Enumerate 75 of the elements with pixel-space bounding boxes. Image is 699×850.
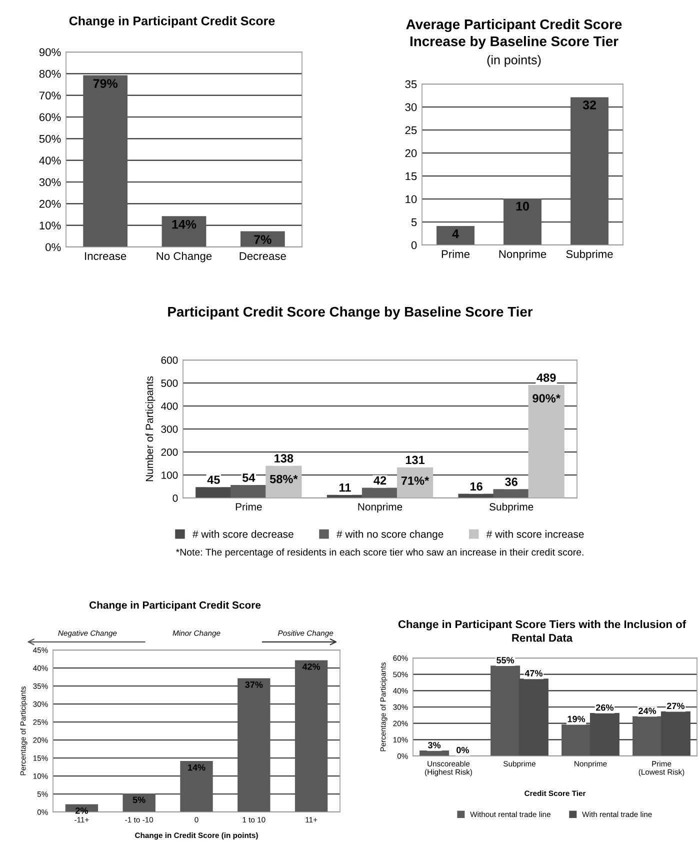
data-label: 36 — [505, 478, 518, 486]
data-label: 138 — [274, 454, 294, 463]
y-tick-label: 10 — [406, 195, 417, 204]
data-label: 54 — [242, 474, 256, 482]
data-label: 27% — [666, 702, 684, 710]
y-tick-label: 600 — [161, 356, 178, 364]
y-tick-label: 15 — [406, 172, 417, 180]
data-label: 42 — [374, 476, 386, 485]
y-tick-label: 0 — [172, 494, 178, 502]
data-label: 19% — [568, 716, 586, 722]
text: *Note: The percentage of residents in each score tier who saw an increase in their credit score. — [176, 548, 584, 558]
x-tick-label: Prime — [236, 502, 262, 511]
chart-title: Change in Participant Score Tiers with the Inclusion of Rental Data — [398, 620, 686, 642]
x-tick-label: Decrease — [240, 252, 286, 260]
y-tick-label: 200 — [161, 448, 178, 456]
data-label: 37% — [245, 681, 263, 688]
data-label: 47% — [524, 670, 542, 676]
y-tick-label: 400 — [161, 402, 178, 410]
y-tick-label: 80% — [39, 70, 61, 78]
y-tick-label: 500 — [161, 380, 178, 387]
data-label: 55% — [496, 657, 514, 664]
y-tick-label: 25 — [405, 126, 417, 134]
chart-title: Change in Participant Credit Score — [69, 16, 275, 28]
y-tick-label: 5 — [411, 218, 417, 226]
data-label: 24% — [638, 708, 656, 714]
annotation: 58%* — [270, 474, 298, 484]
y-tick-label: 40% — [39, 156, 61, 164]
data-label: 0% — [456, 746, 469, 754]
x-tick-label: Nonprime — [358, 502, 402, 513]
y-tick-label: 35 — [405, 80, 417, 88]
data-label: 42% — [302, 663, 320, 670]
y-tick-label: 300 — [161, 426, 178, 433]
data-label: 45 — [207, 476, 220, 484]
data-label: 131 — [406, 456, 425, 464]
annotation: 90%* — [532, 394, 560, 402]
annotation: 71%* — [401, 476, 430, 485]
data-label: 4 — [452, 229, 459, 238]
x-tick-label: Subprime — [490, 502, 534, 513]
data-label: 3% — [428, 742, 441, 748]
legend-label: # with score decrease — [192, 530, 294, 538]
x-tick-label: No Change — [156, 252, 212, 262]
y-tick-label: 30% — [39, 178, 61, 186]
y-tick-label: 0% — [46, 243, 61, 252]
data-label: 32 — [582, 100, 596, 110]
data-label: 14% — [172, 220, 196, 229]
data-label: 10 — [516, 202, 529, 211]
data-label: 7% — [254, 235, 272, 244]
data-label: 16 — [470, 482, 482, 491]
y-tick-label: 30 — [405, 103, 417, 112]
y-tick-label: 60% — [39, 113, 61, 122]
y-tick-label: 100 — [162, 472, 178, 479]
y-tick-label: 90% — [39, 48, 61, 56]
data-label: 14% — [188, 764, 206, 771]
legend-label: # with no score change — [336, 530, 444, 540]
x-tick-label: Prime — [442, 250, 470, 258]
chart-title: Average Participant Credit Score Increase by Baseline Score Tier — [406, 19, 622, 49]
data-label: 489 — [536, 373, 556, 382]
y-tick-label: 10% — [40, 222, 61, 230]
data-label: 11 — [339, 484, 351, 492]
legend-label: # with score increase — [486, 530, 584, 538]
x-tick-label: Subprime — [566, 250, 613, 260]
x-tick-label: Increase — [85, 252, 126, 260]
data-label: 5% — [132, 796, 146, 804]
chart-subtitle: (in points) — [487, 55, 541, 67]
y-tick-label: 20 — [405, 149, 417, 158]
y-tick-label: 50% — [39, 134, 61, 143]
x-tick-label: Nonprime — [499, 250, 546, 260]
chart-title: Participant Credit Score Change by Baseline Score Tier — [168, 306, 533, 320]
y-tick-label: 70% — [39, 92, 61, 100]
y-axis-title: Number of Participants — [145, 376, 156, 482]
data-label: 26% — [596, 704, 614, 711]
chart-title: Change in Participant Credit Score — [89, 601, 261, 611]
y-tick-label: 0 — [411, 241, 417, 250]
data-label: 79% — [93, 79, 118, 88]
y-tick-label: 20% — [39, 200, 61, 208]
